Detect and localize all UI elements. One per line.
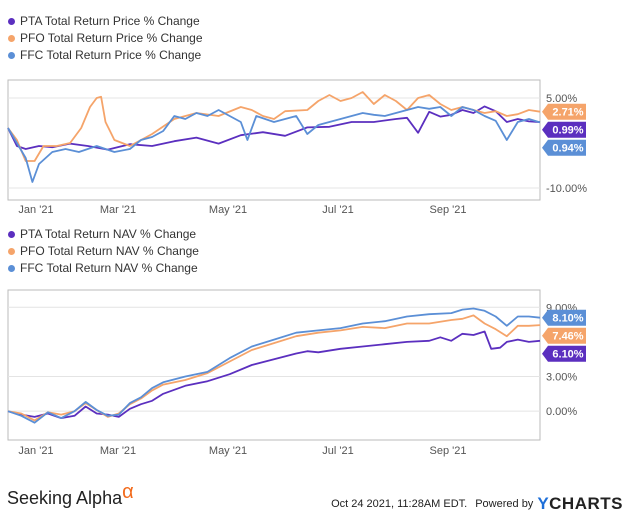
x-tick-label: Jul '21 — [322, 445, 353, 457]
legend-label: FFC Total Return NAV % Change — [20, 261, 198, 275]
end-value-label: 6.10% — [552, 349, 583, 361]
series-line-pta — [7, 105, 541, 151]
footer-attribution: Oct 24 2021, 11:28AM EDT. Powered by YCH… — [331, 494, 623, 514]
series-line-ffc — [7, 307, 541, 424]
legend-dot-icon — [8, 35, 15, 42]
end-value-label: 7.46% — [552, 331, 583, 343]
seeking-alpha-logo: Seeking Alphaα — [7, 481, 134, 510]
end-value-badge-pfo — [542, 327, 586, 344]
timestamp: Oct 24 2021, 11:28AM EDT. — [331, 498, 468, 510]
y-tick-label: 0.00% — [546, 406, 577, 418]
legend-dot-icon — [8, 231, 15, 238]
nav-plot-frame — [7, 289, 541, 441]
legend-dot-icon — [8, 18, 15, 25]
legend-label: PFO Total Return Price % Change — [20, 31, 203, 45]
legend-item: PTA Total Return NAV % Change — [8, 226, 199, 243]
legend-dot-icon — [8, 52, 15, 59]
legend-item: PFO Total Return NAV % Change — [8, 243, 199, 260]
end-value-badge-ffc — [542, 139, 586, 156]
series-line-pfo — [7, 314, 541, 422]
y-tick-label: 3.00% — [546, 372, 577, 384]
brand-text: Seeking Alpha — [7, 488, 123, 508]
legend-label: PFO Total Return NAV % Change — [20, 244, 199, 258]
series-line-ffc — [7, 106, 541, 183]
x-tick-label: Jul '21 — [322, 204, 353, 216]
x-tick-label: May '21 — [209, 204, 247, 216]
series-line-pfo — [7, 91, 541, 162]
x-tick-label: Jan '21 — [18, 204, 53, 216]
nav-chart-legend: PTA Total Return NAV % Change PFO Total R… — [8, 226, 199, 277]
legend-item: PFO Total Return Price % Change — [8, 30, 203, 47]
series-line-pta — [7, 330, 541, 419]
legend-label: PTA Total Return NAV % Change — [20, 227, 197, 241]
legend-dot-icon — [8, 265, 15, 272]
price-plot-frame — [7, 79, 541, 201]
price-chart-legend: PTA Total Return Price % Change PFO Total… — [8, 13, 203, 64]
legend-item: FFC Total Return Price % Change — [8, 47, 203, 64]
ycharts-logo: YCHARTS — [537, 494, 623, 513]
end-value-label: 0.99% — [552, 125, 583, 137]
legend-label: PTA Total Return Price % Change — [20, 14, 200, 28]
legend-item: PTA Total Return Price % Change — [8, 13, 203, 30]
end-value-badge-pta — [542, 345, 586, 362]
end-value-badge-ffc — [542, 309, 586, 326]
alpha-symbol: α — [122, 481, 134, 503]
x-tick-label: Sep '21 — [430, 445, 467, 457]
end-value-label: 0.94% — [552, 143, 583, 155]
x-tick-label: May '21 — [209, 445, 247, 457]
end-value-label: 2.71% — [552, 107, 583, 119]
end-value-badge-pfo — [542, 103, 586, 120]
y-tick-label: -10.00% — [546, 183, 587, 195]
end-value-badge-pta — [542, 121, 586, 138]
end-value-label: 8.10% — [552, 313, 583, 325]
y-tick-label: 5.00% — [546, 93, 577, 105]
powered-by-label: Powered by — [475, 498, 534, 510]
x-tick-label: Jan '21 — [18, 445, 53, 457]
x-tick-label: Mar '21 — [100, 204, 136, 216]
x-tick-label: Sep '21 — [430, 204, 467, 216]
legend-label: FFC Total Return Price % Change — [20, 48, 202, 62]
x-tick-label: Mar '21 — [100, 445, 136, 457]
legend-item: FFC Total Return NAV % Change — [8, 260, 199, 277]
legend-dot-icon — [8, 248, 15, 255]
